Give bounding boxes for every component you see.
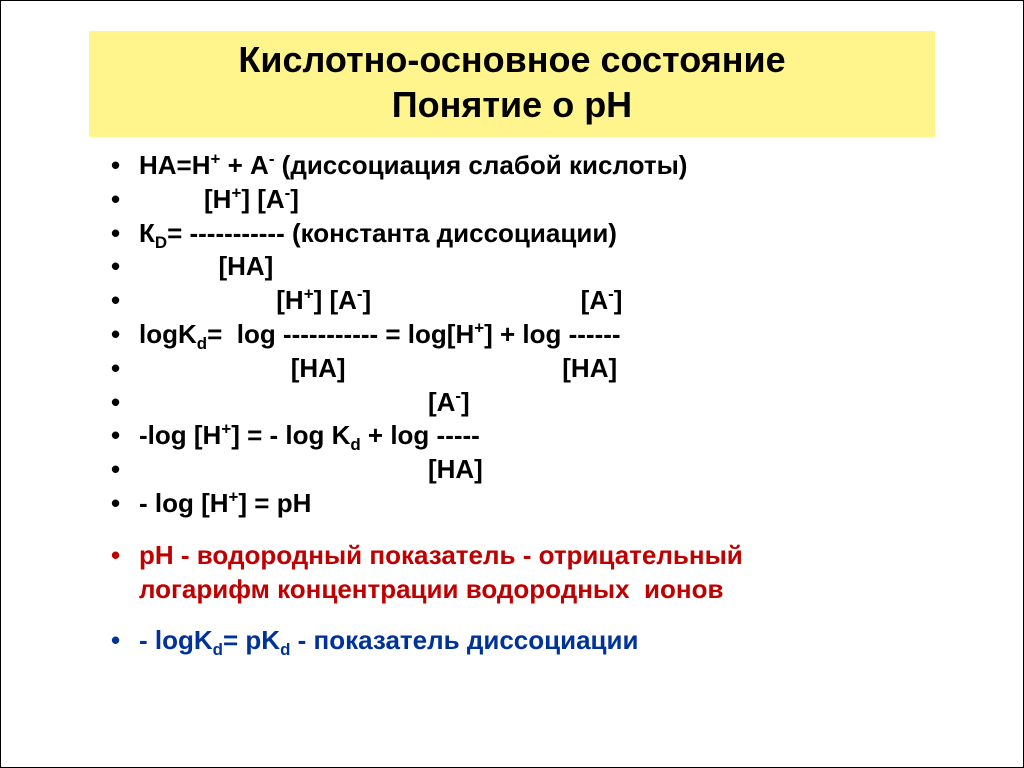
bullet-row: •logKd= log ----------- = log[Н+] + log … xyxy=(111,318,963,352)
title-line-1: Кислотно-основное состояние xyxy=(93,37,931,82)
bullet-marker: • xyxy=(111,149,139,183)
bullet-marker: • xyxy=(111,487,139,521)
bullet-row: •КD= ----------- (константа диссоциации) xyxy=(111,217,963,251)
bullet-text: [Н+] [А-] [А-] xyxy=(139,284,622,318)
bullet-row: •- log [Н+] = рН xyxy=(111,487,963,521)
title-band: Кислотно-основное состояние Понятие о рН xyxy=(89,31,935,137)
bullet-marker: • xyxy=(111,539,139,573)
bullet-text: [НА] xyxy=(139,250,273,284)
bullet-marker: • xyxy=(111,419,139,453)
bullet-row: • [НА] xyxy=(111,453,963,487)
bullet-text: -log [Н+] = - log Kd + log ----- xyxy=(139,419,480,453)
bullet-marker: • xyxy=(111,250,139,284)
bullet-marker: • xyxy=(111,624,139,658)
bullet-marker: • xyxy=(111,284,139,318)
bullet-text: - log [Н+] = рН xyxy=(139,487,311,521)
bullet-text: логарифм концентрации водородных ионов xyxy=(139,573,723,607)
bullet-row: логарифм концентрации водородных ионов xyxy=(111,573,963,607)
bullet-row: • [Н+] [А-] [А-] xyxy=(111,284,963,318)
bullet-text: НА=Н+ + А- (диссоциация слабой кислоты) xyxy=(139,149,687,183)
bullet-row: • [НА] [НА] xyxy=(111,352,963,386)
bullet-row: •НА=Н+ + А- (диссоциация слабой кислоты) xyxy=(111,149,963,183)
bullet-marker: • xyxy=(111,386,139,420)
bullet-marker: • xyxy=(111,352,139,386)
bullet-marker: • xyxy=(111,453,139,487)
spacer xyxy=(111,521,963,539)
bullet-row: •-log [Н+] = - log Kd + log ----- xyxy=(111,419,963,453)
bullet-marker: • xyxy=(111,217,139,251)
bullet-text: рН - водородный показатель - отрицательн… xyxy=(139,539,743,573)
bullet-text: - logKd= pKd - показатель диссоциации xyxy=(139,624,639,658)
bullet-marker: • xyxy=(111,183,139,217)
bullet-text: КD= ----------- (константа диссоциации) xyxy=(139,217,617,251)
bullet-row: • [А-] xyxy=(111,386,963,420)
spacer xyxy=(111,606,963,624)
bullet-row: •рН - водородный показатель - отрицатель… xyxy=(111,539,963,573)
bullet-text: [НА] [НА] xyxy=(139,352,617,386)
bullet-row: •- logKd= pKd - показатель диссоциации xyxy=(111,624,963,658)
slide: Кислотно-основное состояние Понятие о рН… xyxy=(0,0,1024,768)
bullet-text: [А-] xyxy=(139,386,470,420)
bullet-row: • [Н+] [А-] xyxy=(111,183,963,217)
bullet-marker: • xyxy=(111,318,139,352)
bullet-text: logKd= log ----------- = log[Н+] + log -… xyxy=(139,318,621,352)
content-area: •НА=Н+ + А- (диссоциация слабой кислоты)… xyxy=(111,149,963,658)
bullet-text: [НА] xyxy=(139,453,483,487)
bullet-row: • [НА] xyxy=(111,250,963,284)
bullet-text: [Н+] [А-] xyxy=(139,183,299,217)
title-line-2: Понятие о рН xyxy=(93,82,931,127)
